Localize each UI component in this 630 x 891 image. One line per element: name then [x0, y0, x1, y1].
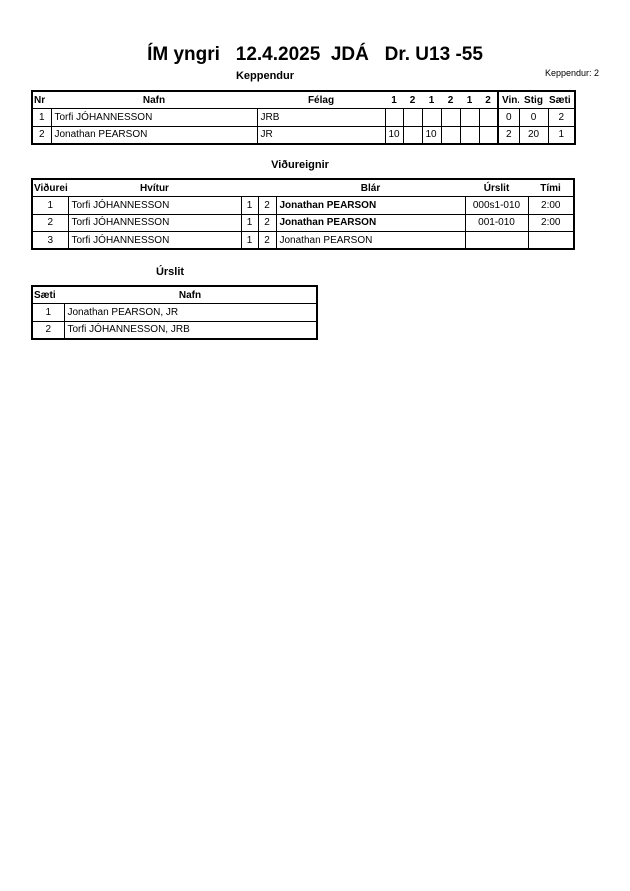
match-nr: 2 — [31, 213, 69, 232]
match-white: Torfi JÓHANNESSON — [67, 231, 242, 250]
match-white: Torfi JÓHANNESSON — [67, 196, 242, 215]
table-cell: 2 — [497, 125, 520, 144]
table-cell — [440, 108, 461, 127]
table-cell: 2 — [31, 320, 65, 339]
table-cell: 0 — [518, 108, 549, 127]
competitor-count: Keppendur: 2 — [544, 68, 599, 78]
match-time: 2:00 — [527, 196, 575, 215]
match-b: 2 — [257, 196, 277, 215]
column-header: Blár — [276, 178, 465, 197]
table-cell: Torfi JÓHANNESSON — [50, 108, 258, 127]
column-header: 1 — [460, 90, 479, 109]
match-result: 001-010 — [464, 213, 529, 232]
match-b: 2 — [257, 213, 277, 232]
column-header: Vin. — [497, 90, 519, 109]
table-cell — [459, 125, 480, 144]
table-cell: 2 — [31, 125, 52, 144]
column-header: Sæti — [548, 90, 575, 109]
section-heading-vidureignir: Viðureignir — [271, 159, 329, 171]
column-header: 1 — [385, 90, 403, 109]
table-cell — [384, 108, 404, 127]
match-blue: Jonathan PEARSON — [275, 231, 466, 250]
column-header: Félag — [257, 90, 385, 109]
column-header: Viðureign — [32, 178, 68, 197]
match-a: 1 — [240, 213, 259, 232]
page-title: ÍM yngri 12.4.2025 JDÁ Dr. U13 -55 — [147, 44, 483, 65]
column-header — [258, 178, 276, 197]
match-nr: 3 — [31, 231, 69, 250]
match-b: 2 — [257, 231, 277, 250]
match-blue: Jonathan PEARSON — [275, 213, 466, 232]
table-cell: 1 — [31, 108, 52, 127]
match-row: 3 Torfi JÓHANNESSON 1 2 Jonathan PEARSON — [31, 231, 575, 250]
column-header: Tími — [528, 178, 574, 197]
table-cell: 10 — [384, 125, 404, 144]
table-cell — [402, 125, 423, 144]
column-header: Nafn — [64, 285, 317, 304]
match-result — [464, 231, 529, 250]
column-header: Hvítur — [68, 178, 241, 197]
match-result: 000s1-010 — [464, 196, 529, 215]
match-row: 1 Torfi JÓHANNESSON 1 2 Jonathan PEARSON 000s… — [31, 196, 575, 215]
match-white: Torfi JÓHANNESSON — [67, 213, 242, 232]
column-header: 2 — [441, 90, 460, 109]
table-cell — [478, 108, 499, 127]
match-nr: 1 — [31, 196, 69, 215]
section-heading-keppendur: Keppendur — [235, 70, 295, 82]
column-header: Úrslit — [465, 178, 528, 197]
table-cell — [459, 108, 480, 127]
table-cell: 10 — [421, 125, 442, 144]
result-row: 1 Jonathan PEARSON, JR — [31, 303, 318, 322]
result-row: 2 Torfi JÓHANNESSON, JRB — [31, 320, 318, 339]
competitors-table: Nr Nafn Félag 1 2 1 2 1 2 Vin. Stig Sæti 1 Torfi JÓHA… — [31, 90, 576, 145]
column-header: 1 — [422, 90, 441, 109]
column-header: Nr — [32, 90, 51, 109]
match-a: 1 — [240, 196, 259, 215]
table-row: 1 Torfi JÓHANNESSON JRB 0 0 2 — [31, 108, 576, 127]
match-time: 2:00 — [527, 213, 575, 232]
section-heading-urslit: Úrslit — [155, 266, 185, 278]
table-cell — [440, 125, 461, 144]
column-header — [241, 178, 258, 197]
table-cell — [478, 125, 499, 144]
table-cell — [402, 108, 423, 127]
table-cell: 2 — [547, 108, 576, 127]
table-cell: 0 — [497, 108, 520, 127]
column-header: 2 — [403, 90, 422, 109]
table-cell: Torfi JÓHANNESSON, JRB — [63, 320, 318, 339]
table-cell: 1 — [547, 125, 576, 144]
table-cell: JRB — [256, 108, 386, 127]
column-header: 2 — [479, 90, 498, 109]
results-table: Sæti Nafn 1 Jonathan PEARSON, JR 2 Torfi JÓHA… — [31, 285, 318, 340]
match-a: 1 — [240, 231, 259, 250]
table-cell: 1 — [31, 303, 65, 322]
table-row: 2 Jonathan PEARSON JR 10 10 2 20 1 — [31, 125, 576, 144]
column-header: Stig — [519, 90, 548, 109]
match-blue: Jonathan PEARSON — [275, 196, 466, 215]
table-cell — [421, 108, 442, 127]
match-time — [527, 231, 575, 250]
column-header: Sæti — [32, 285, 64, 304]
table-cell: 20 — [518, 125, 549, 144]
table-cell: JR — [256, 125, 386, 144]
matches-table: ViðureignHvíturBlárÚrslitTími1Torfi JÓHA… — [31, 178, 575, 250]
column-header: Nafn — [51, 90, 257, 109]
table-cell: Jonathan PEARSON, JR — [63, 303, 318, 322]
table-cell: Jonathan PEARSON — [50, 125, 258, 144]
match-row: 2 Torfi JÓHANNESSON 1 2 Jonathan PEARSON 001-… — [31, 213, 575, 232]
